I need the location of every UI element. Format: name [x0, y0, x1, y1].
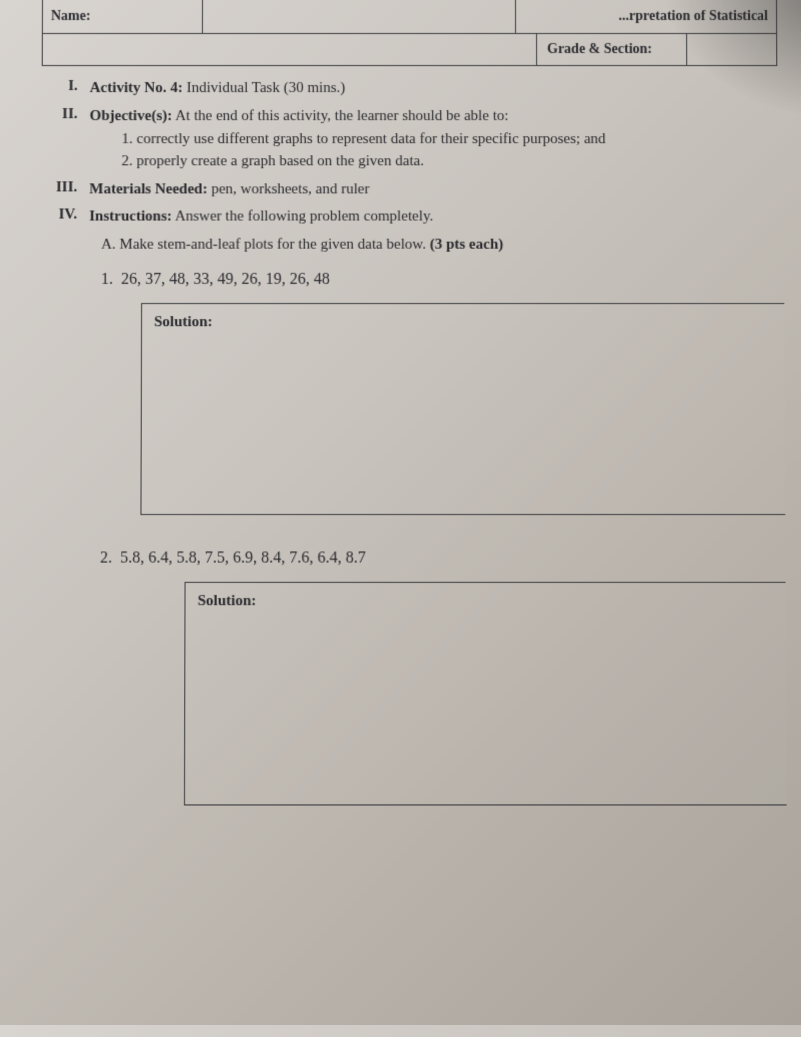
objective-1: 1. correctly use different graphs to rep… — [89, 128, 773, 151]
roman-I: I. — [46, 78, 90, 100]
grade-section-label: Grade & Section: — [536, 34, 686, 65]
problem-1: 1. 26, 37, 48, 33, 49, 26, 19, 26, 48 — [45, 271, 774, 289]
header-mid-blank — [203, 0, 516, 33]
problem-2-data: 5.8, 6.4, 5.8, 7.5, 6.9, 8.4, 7.6, 6.4, … — [120, 549, 366, 566]
roman-IV: IV. — [45, 207, 89, 257]
section-III: III. Materials Needed: pen, worksheets, … — [45, 179, 774, 201]
roman-II: II. — [45, 106, 89, 173]
problem-1-data: 26, 37, 48, 33, 49, 26, 19, 26, 48 — [121, 271, 330, 288]
solution-box-1: Solution: — [140, 303, 785, 515]
problem-2-num: 2. — [100, 549, 112, 566]
instruction-A-points: (3 pts each) — [430, 237, 504, 253]
activity-title: Activity No. 4: — [90, 80, 183, 96]
instructions-text: Answer the following problem completely. — [172, 209, 433, 225]
materials-text: pen, worksheets, and ruler — [207, 181, 369, 197]
section-III-body: Materials Needed: pen, worksheets, and r… — [89, 179, 774, 201]
activity-text: Individual Task (30 mins.) — [183, 80, 346, 96]
section-I: I. Activity No. 4: Individual Task (30 m… — [46, 78, 774, 100]
section-IV: IV. Instructions: Answer the following p… — [45, 207, 774, 257]
header-row-2: Grade & Section: — [42, 34, 778, 66]
objective-2: 2. properly create a graph based on the … — [89, 150, 773, 173]
worksheet-page: Name: ...rpretation of Statistical Grade… — [0, 0, 801, 1037]
problem-1-num: 1. — [101, 271, 113, 288]
section-I-body: Activity No. 4: Individual Task (30 mins… — [90, 78, 774, 100]
section-II-body: Objective(s): At the end of this activit… — [89, 106, 773, 173]
section-II: II. Objective(s): At the end of this act… — [45, 106, 773, 173]
materials-title: Materials Needed: — [89, 181, 207, 197]
instructions-title: Instructions: — [89, 209, 172, 225]
solution-label-1: Solution: — [154, 314, 772, 331]
content-body: I. Activity No. 4: Individual Task (30 m… — [33, 78, 777, 805]
header-spacer — [43, 34, 536, 65]
header-right-fragment: ...rpretation of Statistical — [516, 0, 776, 33]
section-IV-body: Instructions: Answer the following probl… — [89, 207, 774, 257]
name-label: Name: — [43, 0, 203, 33]
instruction-A-text: A. Make stem-and-leaf plots for the give… — [101, 237, 430, 253]
solution-label-2: Solution: — [198, 593, 774, 610]
instruction-A: A. Make stem-and-leaf plots for the give… — [89, 235, 774, 257]
objectives-title: Objective(s): — [90, 108, 173, 124]
header-row-1: Name: ...rpretation of Statistical — [42, 0, 777, 34]
problem-2: 2. 5.8, 6.4, 5.8, 7.5, 6.9, 8.4, 7.6, 6.… — [44, 549, 776, 567]
roman-III: III. — [45, 179, 89, 201]
grade-section-blank — [686, 34, 776, 65]
objectives-text: At the end of this activity, the learner… — [172, 108, 509, 124]
solution-box-2: Solution: — [184, 582, 787, 806]
